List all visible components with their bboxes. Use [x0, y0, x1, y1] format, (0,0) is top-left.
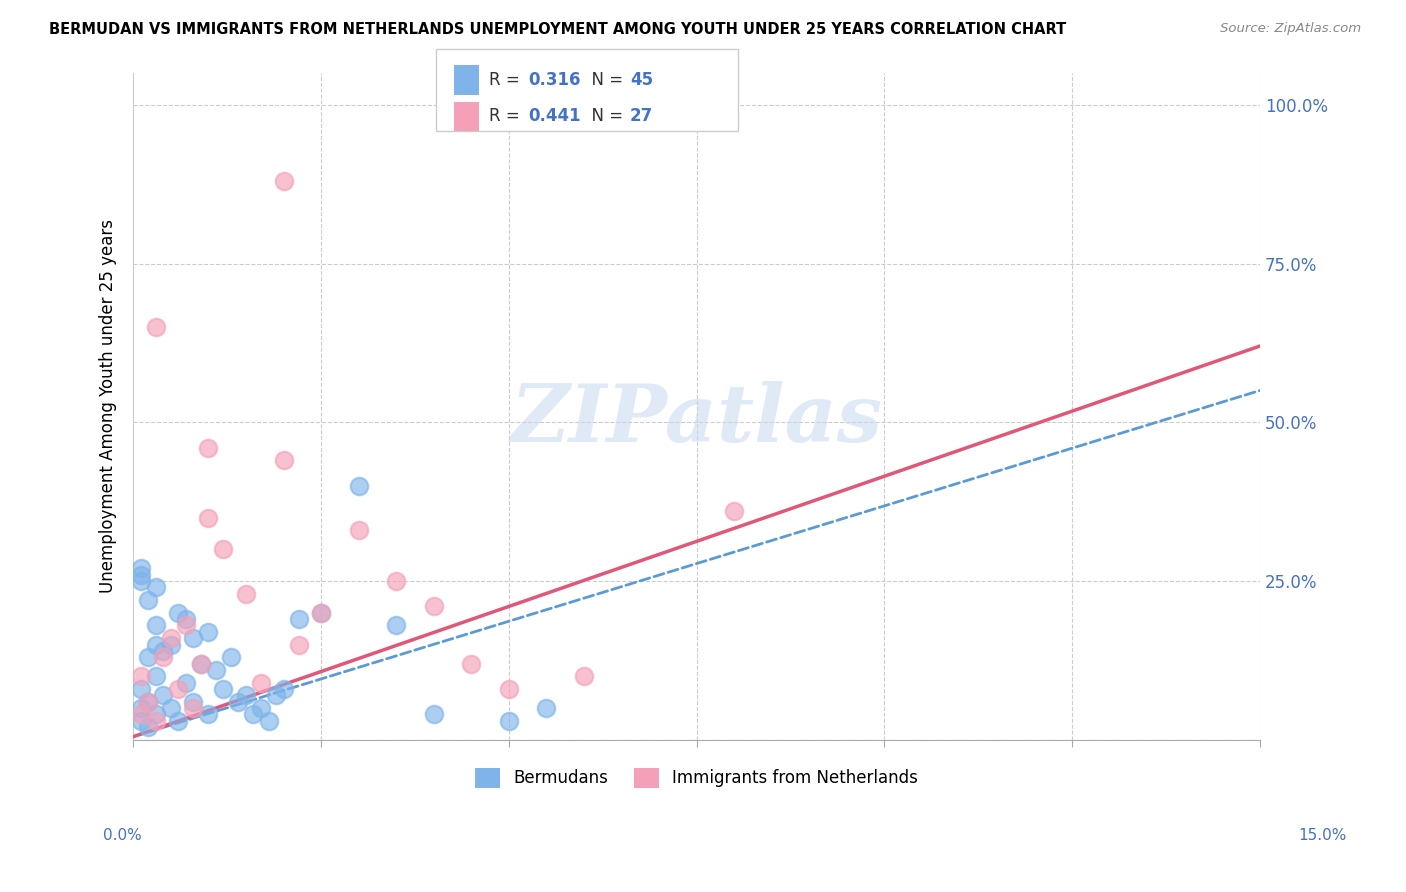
Point [129, 669, 152, 683]
Point [138, 695, 160, 709]
Point [152, 644, 174, 658]
Point [273, 681, 295, 696]
Point [309, 606, 332, 620]
Text: N =: N = [581, 107, 628, 126]
Legend: Bermudans, Immigrants from Netherlands: Bermudans, Immigrants from Netherlands [468, 761, 925, 795]
Point [422, 707, 444, 722]
Bar [454, 65, 479, 95]
Point [129, 714, 152, 728]
Point [460, 657, 482, 671]
Point [145, 618, 167, 632]
Point [152, 689, 174, 703]
Point [138, 695, 160, 709]
Point [205, 663, 228, 677]
Text: 15.0%: 15.0% [1299, 829, 1347, 843]
Point [197, 624, 219, 639]
Point [129, 574, 152, 588]
Point [174, 675, 197, 690]
Point [235, 587, 257, 601]
Point [197, 707, 219, 722]
Point [212, 681, 235, 696]
Point [145, 581, 167, 595]
Point [347, 479, 370, 493]
Text: 27: 27 [630, 107, 654, 126]
Point [385, 574, 408, 588]
Point [129, 707, 152, 722]
Bar [454, 102, 479, 131]
Text: 0.316: 0.316 [529, 70, 581, 89]
Text: R =: R = [489, 70, 526, 89]
Point [309, 606, 332, 620]
Point [129, 681, 152, 696]
Text: 0.441: 0.441 [529, 107, 581, 126]
Text: 0.0%: 0.0% [103, 829, 142, 843]
Point [498, 714, 520, 728]
Point [219, 650, 242, 665]
Point [197, 441, 219, 455]
Point [183, 695, 205, 709]
Point [250, 675, 273, 690]
Point [235, 689, 257, 703]
Text: Source: ZipAtlas.com: Source: ZipAtlas.com [1220, 22, 1361, 36]
Point [197, 510, 219, 524]
Y-axis label: Unemployment Among Youth under 25 years: Unemployment Among Youth under 25 years [100, 219, 117, 593]
Point [160, 701, 183, 715]
Point [145, 707, 167, 722]
Point [138, 593, 160, 607]
Point [228, 695, 250, 709]
Text: R =: R = [489, 107, 526, 126]
Point [129, 567, 152, 582]
Point [273, 453, 295, 467]
Point [174, 618, 197, 632]
Point [152, 650, 174, 665]
Point [212, 542, 235, 557]
Point [190, 657, 212, 671]
Point [242, 707, 264, 722]
Point [183, 701, 205, 715]
Point [160, 638, 183, 652]
Text: ZIPatlas: ZIPatlas [510, 381, 883, 458]
Point [287, 612, 309, 626]
Point [129, 561, 152, 575]
Point [145, 714, 167, 728]
Text: 45: 45 [630, 70, 652, 89]
FancyBboxPatch shape [436, 49, 738, 131]
Text: BERMUDAN VS IMMIGRANTS FROM NETHERLANDS UNEMPLOYMENT AMONG YOUTH UNDER 25 YEARS : BERMUDAN VS IMMIGRANTS FROM NETHERLANDS … [49, 22, 1067, 37]
Point [422, 599, 444, 614]
Point [498, 681, 520, 696]
Point [183, 631, 205, 645]
Point [167, 681, 190, 696]
Point [190, 657, 212, 671]
Point [264, 689, 287, 703]
Text: N =: N = [581, 70, 628, 89]
Point [167, 714, 190, 728]
Point [347, 523, 370, 537]
Point [160, 631, 183, 645]
Point [145, 669, 167, 683]
Point [167, 606, 190, 620]
Point [273, 174, 295, 188]
Point [145, 320, 167, 334]
Point [723, 504, 745, 518]
Point [129, 701, 152, 715]
Point [385, 618, 408, 632]
Point [287, 638, 309, 652]
Point [138, 650, 160, 665]
Point [536, 701, 558, 715]
Point [572, 669, 595, 683]
Point [250, 701, 273, 715]
Point [145, 638, 167, 652]
Point [257, 714, 280, 728]
Point [138, 720, 160, 734]
Point [174, 612, 197, 626]
